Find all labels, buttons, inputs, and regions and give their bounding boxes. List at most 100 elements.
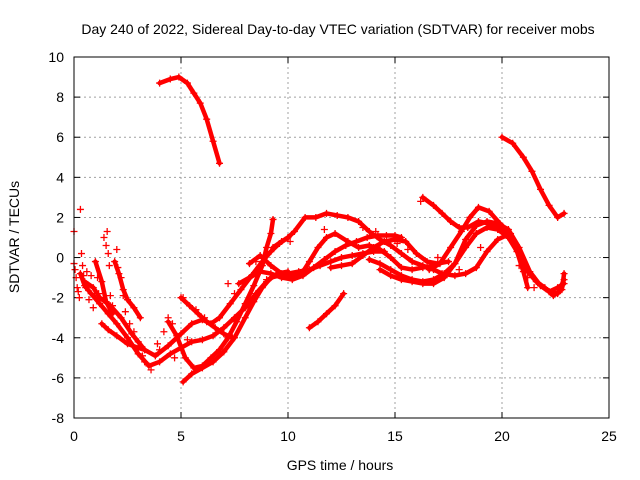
data-point bbox=[136, 314, 144, 322]
data-point bbox=[331, 229, 339, 237]
scatter-point bbox=[83, 268, 91, 276]
chart-title: Day 240 of 2022, Sidereal Day-to-day VTE… bbox=[81, 21, 594, 37]
series-trace-sat-b bbox=[499, 134, 567, 220]
data-point bbox=[365, 227, 373, 235]
data-point bbox=[397, 264, 405, 272]
data-point bbox=[113, 320, 121, 328]
data-point bbox=[438, 209, 446, 217]
data-point bbox=[509, 139, 517, 147]
data-point bbox=[376, 260, 384, 268]
data-point bbox=[451, 260, 459, 268]
data-point bbox=[109, 310, 117, 318]
data-point bbox=[423, 258, 431, 266]
scatter-point bbox=[524, 274, 532, 282]
data-point bbox=[440, 274, 448, 282]
data-point bbox=[363, 234, 371, 241]
y-tick-label: -6 bbox=[52, 370, 65, 386]
data-point bbox=[344, 238, 352, 246]
data-point bbox=[288, 272, 296, 280]
data-point bbox=[245, 274, 253, 282]
data-point bbox=[554, 213, 562, 221]
scatter-point bbox=[153, 340, 161, 348]
data-point bbox=[81, 278, 89, 286]
x-tick-label: 25 bbox=[601, 428, 617, 444]
data-point bbox=[474, 203, 482, 211]
scatter-point bbox=[530, 284, 538, 292]
scatter-point bbox=[263, 276, 271, 284]
data-point bbox=[447, 217, 455, 225]
data-point bbox=[560, 209, 568, 217]
data-point bbox=[263, 244, 271, 252]
data-point bbox=[348, 252, 356, 260]
data-point bbox=[188, 370, 196, 378]
data-point bbox=[96, 300, 104, 308]
data-point bbox=[323, 209, 331, 217]
data-point bbox=[196, 99, 204, 107]
data-point bbox=[496, 219, 504, 227]
data-point bbox=[338, 254, 345, 262]
data-point bbox=[348, 260, 356, 268]
data-point bbox=[558, 286, 566, 294]
data-point bbox=[327, 258, 335, 266]
series-trace-sat-c bbox=[78, 269, 291, 369]
scatter-point bbox=[113, 246, 121, 254]
data-point bbox=[207, 354, 215, 362]
data-point bbox=[269, 244, 277, 252]
scatter-point bbox=[164, 314, 172, 322]
scatter-point bbox=[372, 227, 380, 235]
data-point bbox=[235, 280, 243, 288]
scatter-point bbox=[79, 262, 87, 270]
series-trace-sat-r bbox=[426, 205, 567, 298]
data-point bbox=[226, 300, 234, 308]
data-point bbox=[134, 344, 142, 352]
data-point bbox=[370, 244, 378, 252]
data-point bbox=[111, 258, 119, 266]
data-point bbox=[220, 348, 228, 356]
scatter-point bbox=[477, 244, 485, 252]
data-point bbox=[177, 330, 185, 338]
scatter-point bbox=[404, 246, 412, 254]
scatter-point bbox=[231, 290, 238, 298]
data-point bbox=[198, 364, 206, 372]
data-point bbox=[344, 213, 352, 221]
data-point bbox=[245, 260, 253, 268]
data-point bbox=[462, 236, 470, 244]
data-point bbox=[408, 278, 416, 286]
data-point bbox=[258, 284, 266, 292]
data-point bbox=[216, 314, 224, 322]
data-point bbox=[258, 262, 266, 270]
scatter-point bbox=[134, 338, 142, 346]
data-point bbox=[447, 244, 455, 252]
data-point bbox=[327, 264, 335, 272]
data-point bbox=[320, 256, 328, 264]
series-trace-sat-i bbox=[93, 259, 115, 316]
series-trace-sat-j bbox=[112, 259, 143, 320]
scatter-point bbox=[121, 308, 129, 316]
data-point bbox=[397, 276, 405, 284]
scatter-point bbox=[85, 296, 93, 304]
y-tick-label: -2 bbox=[52, 290, 65, 306]
y-tick-label: 4 bbox=[56, 169, 64, 185]
data-point bbox=[430, 280, 438, 288]
data-point bbox=[560, 270, 568, 278]
data-point bbox=[485, 207, 493, 215]
data-point bbox=[333, 211, 341, 219]
scatter-point bbox=[90, 292, 98, 300]
scatter-point bbox=[252, 258, 260, 266]
scatter-point bbox=[94, 274, 102, 282]
data-point bbox=[541, 284, 549, 292]
data-point bbox=[323, 234, 331, 241]
scatter-point bbox=[141, 358, 149, 366]
data-point bbox=[323, 310, 331, 318]
scatter-point bbox=[156, 346, 164, 354]
y-tick-label: 0 bbox=[56, 250, 64, 266]
scatter-point bbox=[201, 314, 209, 322]
scatter-point bbox=[147, 366, 155, 374]
data-point bbox=[537, 185, 545, 193]
data-point bbox=[141, 346, 149, 354]
data-point bbox=[314, 318, 322, 326]
data-point bbox=[342, 242, 350, 250]
data-point bbox=[528, 167, 536, 175]
x-tick-label: 10 bbox=[280, 428, 296, 444]
data-point bbox=[267, 270, 275, 278]
